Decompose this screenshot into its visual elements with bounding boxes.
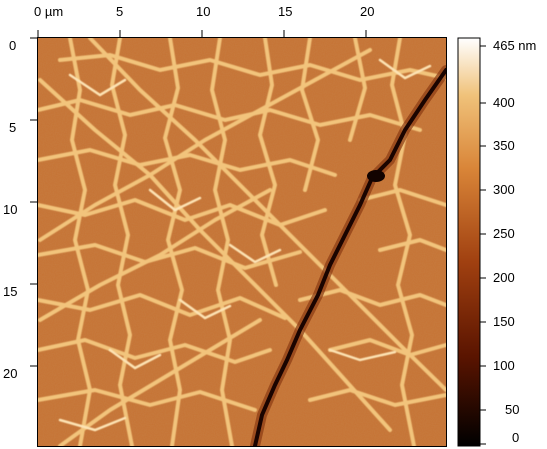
surface-crack bbox=[250, 65, 446, 446]
x-tick-label: 0 µm bbox=[34, 4, 63, 19]
y-tick-label: 0 bbox=[9, 38, 16, 53]
grain-boundary-network bbox=[38, 38, 446, 446]
y-tick-label: 20 bbox=[3, 366, 17, 381]
x-tick-label: 15 bbox=[278, 4, 292, 19]
colorbar-tick-label: 150 bbox=[493, 314, 515, 329]
colorbar-tick-label: 200 bbox=[493, 270, 515, 285]
colorbar-tick-label: 350 bbox=[493, 138, 515, 153]
colorbar-tick-label: 0 bbox=[512, 430, 519, 445]
height-map bbox=[38, 38, 446, 446]
x-tick-label: 5 bbox=[116, 4, 123, 19]
colorbar-tick-label: 465 nm bbox=[493, 38, 536, 53]
x-axis: 0 µm 5 10 15 20 bbox=[34, 4, 447, 38]
colorbar-tick-label: 300 bbox=[493, 182, 515, 197]
colorbar: 465 nm 400 350 300 250 200 150 100 50 0 bbox=[457, 37, 536, 447]
y-tick-label: 5 bbox=[9, 120, 16, 135]
y-tick-label: 10 bbox=[3, 202, 17, 217]
y-axis: 0 5 10 15 20 bbox=[3, 37, 38, 447]
y-tick-label: 15 bbox=[3, 284, 17, 299]
x-tick-label: 10 bbox=[196, 4, 210, 19]
colorbar-tick-label: 400 bbox=[493, 95, 515, 110]
colorbar-tick-label: 100 bbox=[493, 358, 515, 373]
colorbar-tick-label: 50 bbox=[505, 402, 519, 417]
bright-ridges bbox=[58, 58, 432, 432]
x-tick-label: 20 bbox=[360, 4, 374, 19]
colorbar-tick-label: 250 bbox=[493, 226, 515, 241]
